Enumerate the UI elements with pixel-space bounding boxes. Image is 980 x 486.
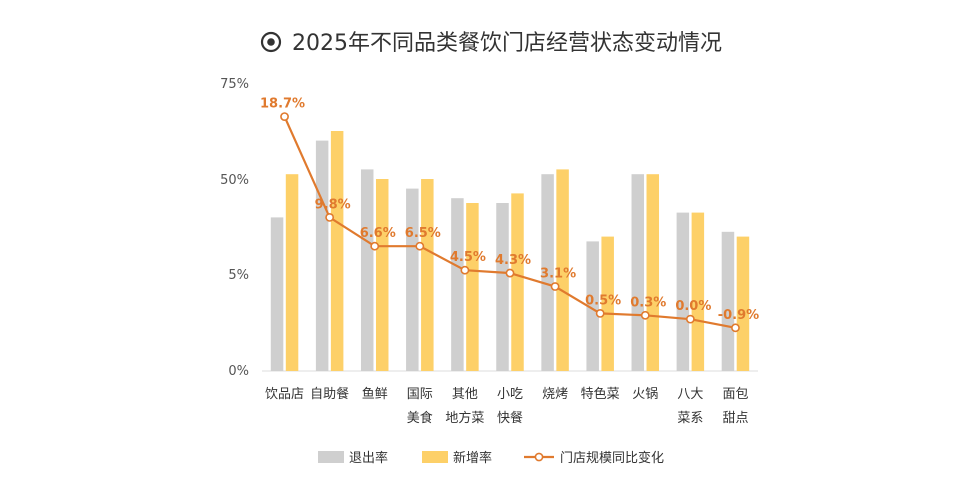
category-label: 菜系 xyxy=(677,411,703,426)
bar-new-rate xyxy=(556,169,569,371)
y-tick-label: 50% xyxy=(220,173,249,188)
category-label: 其他 xyxy=(452,387,478,402)
bar-new-rate xyxy=(601,236,614,371)
line-point xyxy=(505,268,515,278)
category-label: 国际 xyxy=(407,387,433,402)
bar-exit-rate xyxy=(406,188,419,371)
line-point xyxy=(370,241,380,251)
line-layer: 18.7% 9.8% 6.6% 6.5% 4.5% 4.3% 3.1% 0.5% 0.3% 0.0… xyxy=(260,97,759,333)
bar-new-rate xyxy=(736,236,750,371)
line-point xyxy=(640,310,650,320)
y-tick-label: 75% xyxy=(220,77,249,92)
line-point xyxy=(595,308,605,318)
bar-exit-rate xyxy=(586,241,599,371)
category-label: 烧烤 xyxy=(542,387,568,402)
category-label: 快餐 xyxy=(497,410,523,426)
data-label: 0.3% xyxy=(630,295,666,310)
line-point xyxy=(685,314,695,324)
category-label: 饮品店 xyxy=(265,387,304,402)
bar-exit-rate xyxy=(676,212,690,371)
line-point xyxy=(460,265,470,275)
bar-exit-rate xyxy=(270,217,284,371)
data-label: 0.5% xyxy=(585,293,621,308)
category-label: 八大 xyxy=(677,387,703,402)
category-label: 甜点 xyxy=(722,410,748,426)
legend-line-marker xyxy=(534,452,544,462)
target-icon xyxy=(260,31,282,53)
bar-new-rate xyxy=(511,193,524,371)
bars-layer xyxy=(270,131,750,371)
bar-exit-rate xyxy=(315,140,329,371)
bar-exit-rate xyxy=(721,231,735,371)
bar-new-rate xyxy=(285,174,299,371)
data-label: 6.5% xyxy=(405,226,441,241)
bar-exit-rate xyxy=(360,169,374,371)
data-label: 9.8% xyxy=(315,197,351,212)
y-axis-ticks: 0% 5% 50% 75% xyxy=(220,77,249,379)
data-label: -0.9% xyxy=(718,308,759,323)
category-label: 小吃 xyxy=(497,386,523,402)
legend-swatch xyxy=(422,451,448,463)
category-label: 美食 xyxy=(407,410,433,426)
category-label: 面包 xyxy=(722,387,748,402)
line-point xyxy=(731,323,740,333)
line-series xyxy=(283,116,736,329)
line-point xyxy=(415,241,425,251)
bar-new-rate xyxy=(691,212,705,371)
data-label: 6.6% xyxy=(360,226,396,241)
legend-label: 门店规模同比变化 xyxy=(560,450,664,466)
bar-exit-rate xyxy=(541,174,554,371)
legend-label: 退出率 xyxy=(349,450,388,466)
bar-new-rate xyxy=(466,203,479,371)
line-point xyxy=(280,112,289,121)
legend-label: 新增率 xyxy=(453,450,492,466)
bar-new-rate xyxy=(421,179,434,371)
category-label: 地方菜 xyxy=(445,410,484,426)
legend: 退出率 新增率 门店规模同比变化 xyxy=(318,450,664,466)
bar-new-rate xyxy=(646,174,660,371)
chart-title: 2025年不同品类餐饮门店经营状态变动情况 xyxy=(260,31,722,56)
bar-exit-rate xyxy=(631,174,645,371)
data-label: 18.7% xyxy=(260,97,305,112)
bar-exit-rate xyxy=(496,203,509,371)
data-label: 3.1% xyxy=(540,267,576,282)
bar-new-rate xyxy=(330,131,344,371)
data-label: 4.5% xyxy=(450,250,486,265)
target-icon-center xyxy=(267,38,275,46)
category-label: 火锅 xyxy=(632,386,658,402)
legend-swatch xyxy=(318,451,344,463)
category-label: 自助餐 xyxy=(310,386,349,402)
category-label: 特色菜 xyxy=(581,386,620,402)
chart-title-text: 2025年不同品类餐饮门店经营状态变动情况 xyxy=(292,31,722,56)
data-label: 0.0% xyxy=(675,299,711,314)
bar-exit-rate xyxy=(451,198,464,371)
line-point xyxy=(325,212,335,222)
category-label: 鱼鲜 xyxy=(362,386,388,402)
data-label: 4.3% xyxy=(495,253,531,268)
bar-new-rate xyxy=(375,179,389,371)
y-tick-label: 0% xyxy=(228,364,249,379)
y-tick-label: 5% xyxy=(228,268,249,283)
line-point xyxy=(550,282,560,291)
